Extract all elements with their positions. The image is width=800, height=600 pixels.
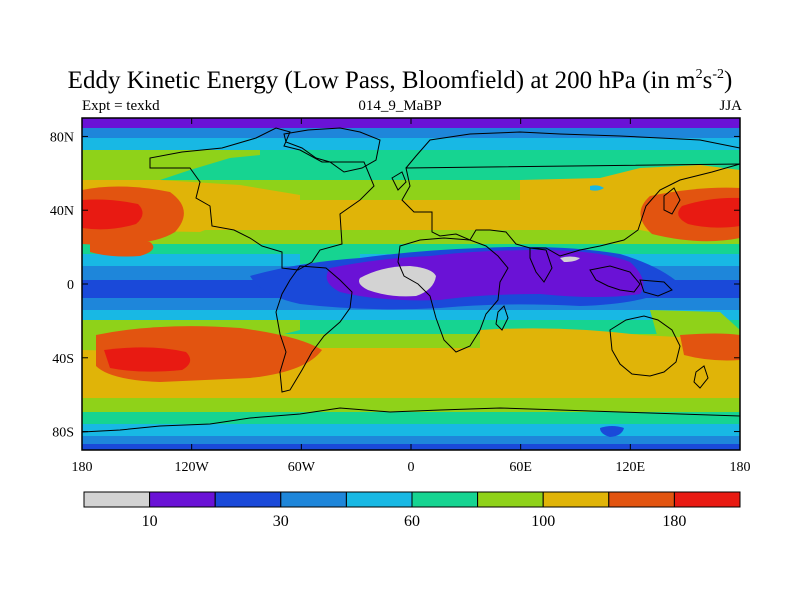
lat-tick-label: 40N: [50, 204, 74, 219]
band: [82, 230, 740, 244]
lon-tick-label: 180: [730, 460, 751, 475]
north-america-outline: [149, 127, 375, 271]
band: [82, 398, 740, 412]
patch: [680, 333, 740, 361]
colorbar-swatch: [345, 491, 413, 508]
new-zealand-outline: [693, 365, 709, 389]
patch: [90, 237, 154, 257]
band: [82, 436, 740, 444]
lon-tick-label: 60W: [288, 460, 316, 475]
colorbar-label: 180: [662, 513, 686, 530]
patch: [82, 150, 260, 180]
colorbar: 10 30 60 100 180: [83, 491, 741, 530]
greenland-outline: [283, 127, 381, 173]
colorbar-swatch: [608, 491, 675, 508]
colorbar-swatch: [411, 491, 479, 508]
colorbar-label: 30: [273, 513, 289, 530]
band: [82, 128, 740, 138]
map-field: [82, 118, 740, 450]
patch: [560, 256, 580, 262]
lon-tick-label: 0: [408, 460, 415, 475]
title-mid: s: [702, 67, 713, 94]
lon-tick-label: 60E: [509, 460, 532, 475]
uk-outline: [391, 171, 407, 191]
season-label: JJA: [719, 98, 742, 114]
lon-tick-label: 120E: [616, 460, 646, 475]
colorbar-label: 60: [404, 513, 420, 530]
colorbar-swatch: [477, 491, 544, 508]
experiment-label: Expt = texkd: [82, 98, 160, 114]
lat-tick-label: 80N: [50, 130, 74, 145]
run-label: 014_9_MaBP: [358, 98, 442, 114]
australia-outline: [609, 315, 681, 377]
lon-tick-label: 120W: [175, 460, 210, 475]
band: [82, 310, 740, 320]
patch: [104, 347, 191, 372]
colorbar-swatch: [280, 491, 347, 508]
colorbar-swatch: [149, 491, 216, 508]
africa-outline: [397, 237, 509, 353]
coastlines: [82, 127, 740, 433]
lon-tick-label: 180: [72, 460, 93, 475]
patch: [480, 328, 740, 364]
colorbar-swatch: [214, 491, 282, 508]
colorbar-swatch: [83, 491, 151, 508]
colorbar-label: 10: [142, 513, 158, 530]
longitude-axis: 180 120W 60W 0 60E 120E 180: [72, 118, 751, 475]
patch: [590, 185, 604, 191]
patch: [82, 199, 143, 230]
lat-tick-label: 0: [67, 278, 74, 293]
title-main: Eddy Kinetic Energy (Low Pass, Bloomfiel…: [67, 67, 696, 94]
patch: [600, 426, 624, 437]
se-asia-islands-outline: [589, 265, 641, 293]
colorbar-swatch: [542, 491, 610, 508]
band: [82, 244, 740, 254]
title-end: ): [724, 67, 733, 94]
title-sup2: -2: [712, 67, 724, 82]
lat-tick-label: 40S: [52, 352, 74, 367]
band: [82, 424, 740, 436]
colorbar-label: 100: [531, 513, 555, 530]
antarctica-outline: [82, 407, 740, 433]
japan-outline: [663, 187, 681, 215]
band: [82, 138, 740, 150]
colorbar-swatch: [673, 491, 741, 508]
new-guinea-outline: [639, 279, 673, 297]
patch: [678, 197, 740, 228]
madagascar-outline: [495, 305, 509, 331]
plot-title: Eddy Kinetic Energy (Low Pass, Bloomfiel…: [0, 66, 800, 96]
eurasia-outline: [401, 131, 740, 257]
band: [82, 412, 740, 424]
latitude-axis: 80N 40N 0 40S 80S: [50, 130, 740, 441]
patch: [359, 266, 436, 297]
lat-tick-label: 80S: [52, 426, 74, 441]
india-outline: [529, 247, 553, 283]
south-america-outline: [275, 265, 353, 393]
title-sup1: 2: [695, 67, 703, 82]
